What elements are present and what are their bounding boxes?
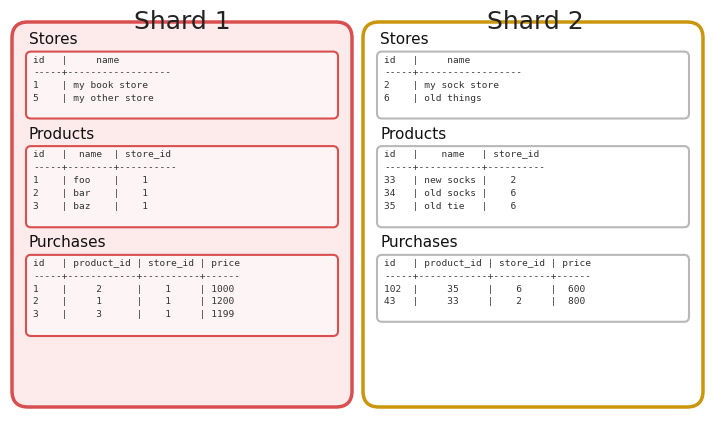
Text: Stores: Stores <box>29 32 78 47</box>
Text: id   |  name  | store_id
-----+--------+----------
1    | foo    |    1
2    | b: id | name | store_id -----+--------+----… <box>33 150 177 210</box>
Text: Stores: Stores <box>380 32 428 47</box>
Text: id   | product_id | store_id | price
-----+------------+----------+------
102  |: id | product_id | store_id | price -----… <box>384 259 591 306</box>
Text: id   | product_id | store_id | price
-----+------------+----------+------
1    |: id | product_id | store_id | price -----… <box>33 259 240 319</box>
Text: id   |    name   | store_id
-----+-----------+----------
33   | new socks |    2: id | name | store_id -----+-----------+-… <box>384 150 545 210</box>
Text: Purchases: Purchases <box>29 235 107 250</box>
FancyBboxPatch shape <box>26 255 338 336</box>
FancyBboxPatch shape <box>26 51 338 118</box>
FancyBboxPatch shape <box>377 51 689 118</box>
Text: Products: Products <box>29 127 95 142</box>
Text: id   |     name
-----+------------------
2    | my sock store
6    | old things: id | name -----+------------------ 2 | m… <box>384 56 522 103</box>
Text: id   |     name
-----+------------------
1    | my book store
5    | my other st: id | name -----+------------------ 1 | m… <box>33 56 171 103</box>
Text: Purchases: Purchases <box>380 235 458 250</box>
FancyBboxPatch shape <box>12 22 352 407</box>
Text: Shard 2: Shard 2 <box>487 10 583 34</box>
FancyBboxPatch shape <box>26 146 338 227</box>
FancyBboxPatch shape <box>377 146 689 227</box>
Text: Products: Products <box>380 127 446 142</box>
FancyBboxPatch shape <box>363 22 703 407</box>
FancyBboxPatch shape <box>377 255 689 322</box>
Text: Shard 1: Shard 1 <box>134 10 230 34</box>
